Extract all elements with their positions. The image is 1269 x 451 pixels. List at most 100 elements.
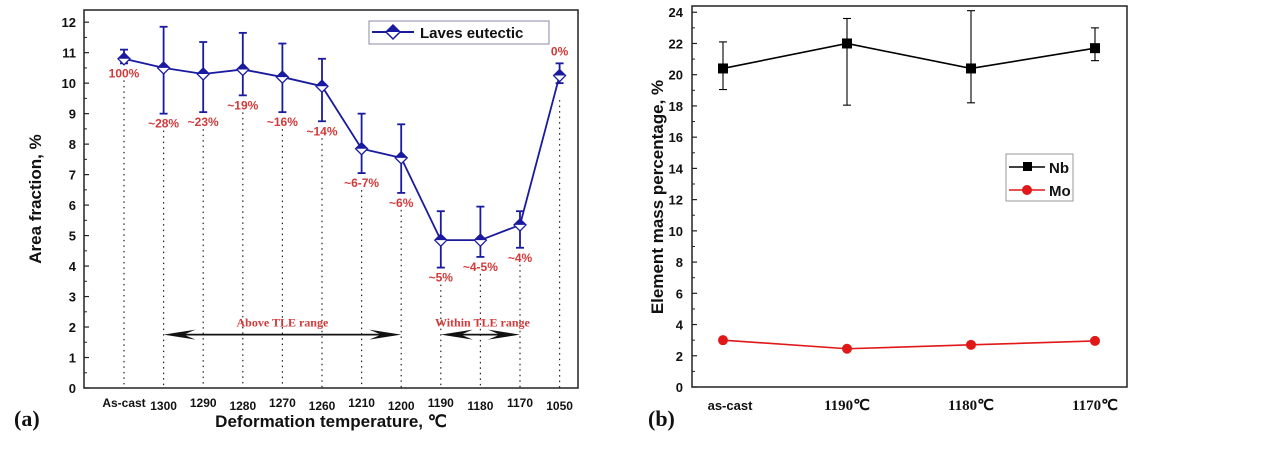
annotation-label: 0% — [551, 44, 569, 58]
data-point-fill — [236, 63, 249, 70]
x-tick-label-b: 1170℃ — [1072, 398, 1118, 414]
data-point-fill — [316, 80, 328, 87]
y-tick-label-a: 2 — [69, 320, 76, 335]
plot-frame-a — [83, 9, 579, 389]
data-point-mo — [1090, 335, 1100, 346]
arrow-left-icon — [440, 329, 473, 340]
legend-label-laves: Laves eutectic — [420, 25, 523, 42]
series-line-mo — [722, 339, 1096, 350]
y-tick-label-b: 10 — [669, 224, 683, 239]
y-tick-label-b: 4 — [676, 318, 684, 333]
data-point-fill — [157, 61, 170, 68]
y-tick-label-a: 5 — [69, 229, 76, 244]
y-tick-label-b: 14 — [669, 161, 684, 176]
annotation-label: ~6-7% — [344, 176, 379, 190]
x-tick-label-a: 1200 — [388, 399, 415, 413]
annotation-label: ~4-5% — [463, 260, 498, 274]
y-tick-label-b: 8 — [676, 255, 683, 270]
y-tick-label-b: 22 — [669, 36, 683, 51]
data-point-fill — [197, 68, 210, 75]
plot-frame-b — [691, 5, 1128, 388]
data-point-fill — [395, 151, 408, 158]
data-point-nb — [842, 38, 852, 49]
x-tick-label-a: 1170 — [507, 396, 533, 410]
data-point-mo — [842, 343, 852, 354]
y-tick-label-b: 2 — [676, 349, 683, 364]
square-marker-icon — [1023, 162, 1032, 171]
panel-label-a: (a) — [14, 406, 40, 431]
y-tick-label-b: 20 — [669, 68, 683, 83]
annotation-label: ~19% — [227, 98, 258, 112]
x-tick-label-a: 1190 — [428, 396, 454, 410]
x-tick-label-b: as-cast — [708, 398, 753, 413]
x-tick-label-a: 1260 — [309, 399, 336, 413]
annotation-label: ~6% — [389, 196, 414, 210]
x-tick-label-b: 1190℃ — [824, 398, 870, 414]
y-axis-label-b: Element mass percentage, % — [648, 80, 667, 314]
series-line-laves — [123, 57, 561, 242]
x-tick-label-a: 1290 — [190, 396, 217, 410]
annotation-label: ~14% — [306, 124, 337, 138]
y-tick-label-b: 0 — [676, 380, 683, 395]
y-tick-label-a: 10 — [62, 76, 76, 91]
x-axis-label-a: Deformation temperature, ℃ — [215, 412, 447, 431]
arrow-right-icon — [369, 329, 402, 340]
legend-label-nb: Nb — [1049, 160, 1069, 177]
y-tick-label-a: 4 — [69, 259, 77, 274]
range-label: Within TLE range — [435, 316, 531, 330]
x-tick-label-a: 1180 — [467, 399, 493, 413]
y-tick-label-a: 12 — [62, 15, 76, 30]
annotation-label: ~4% — [508, 251, 533, 265]
y-tick-label-a: 8 — [69, 137, 76, 152]
y-tick-label-a: 11 — [62, 46, 76, 61]
legend-b: Nb Mo — [1005, 153, 1074, 202]
y-tick-label-a: 9 — [69, 107, 76, 122]
y-axis-label-a: Area fraction, % — [26, 134, 45, 263]
annotation-label: 100% — [109, 66, 140, 80]
annotation-label: ~28% — [148, 117, 179, 131]
data-point-nb — [1090, 43, 1100, 54]
data-point-fill — [434, 234, 447, 241]
y-tick-label-a: 1 — [69, 351, 76, 366]
arrow-right-icon — [488, 329, 520, 340]
y-tick-label-a: 7 — [69, 168, 76, 183]
x-tick-label-a: As-cast — [102, 396, 145, 410]
legend-label-mo: Mo — [1049, 183, 1071, 200]
range-label: Above TLE range — [237, 316, 329, 330]
data-point-fill — [514, 218, 526, 225]
series-line-nb — [722, 42, 1096, 70]
x-tick-label-a: 1300 — [150, 399, 177, 413]
data-point-fill — [355, 142, 368, 149]
annotation-label: ~16% — [267, 115, 298, 129]
data-point-mo — [966, 339, 976, 350]
x-tick-label-a: 1270 — [269, 396, 296, 410]
x-tick-label-a: 1050 — [546, 399, 573, 413]
y-tick-label-a: 0 — [69, 381, 76, 396]
data-point-nb — [966, 63, 976, 74]
annotation-label: ~23% — [188, 115, 219, 129]
circle-marker-icon — [1022, 185, 1032, 195]
arrow-left-icon — [163, 329, 196, 340]
annotation-label: ~5% — [429, 271, 454, 285]
y-tick-label-b: 18 — [669, 99, 683, 114]
y-tick-label-b: 6 — [676, 286, 683, 301]
y-tick-label-b: 24 — [669, 5, 684, 20]
y-tick-label-a: 3 — [69, 290, 76, 305]
legend-a: Laves eutectic — [368, 20, 550, 45]
data-point-fill — [474, 234, 487, 241]
x-tick-label-b: 1180℃ — [948, 398, 994, 414]
x-tick-label-a: 1280 — [229, 399, 256, 413]
data-point-fill — [553, 69, 566, 76]
x-tick-label-a: 1210 — [348, 396, 375, 410]
y-tick-label-b: 12 — [669, 193, 683, 208]
data-point-nb — [718, 63, 728, 74]
y-tick-label-b: 16 — [669, 130, 683, 145]
data-point-mo — [718, 335, 728, 346]
y-tick-label-a: 6 — [69, 198, 76, 213]
data-point-fill — [276, 71, 289, 78]
panel-label-b: (b) — [648, 406, 675, 431]
data-point-fill — [118, 52, 130, 59]
